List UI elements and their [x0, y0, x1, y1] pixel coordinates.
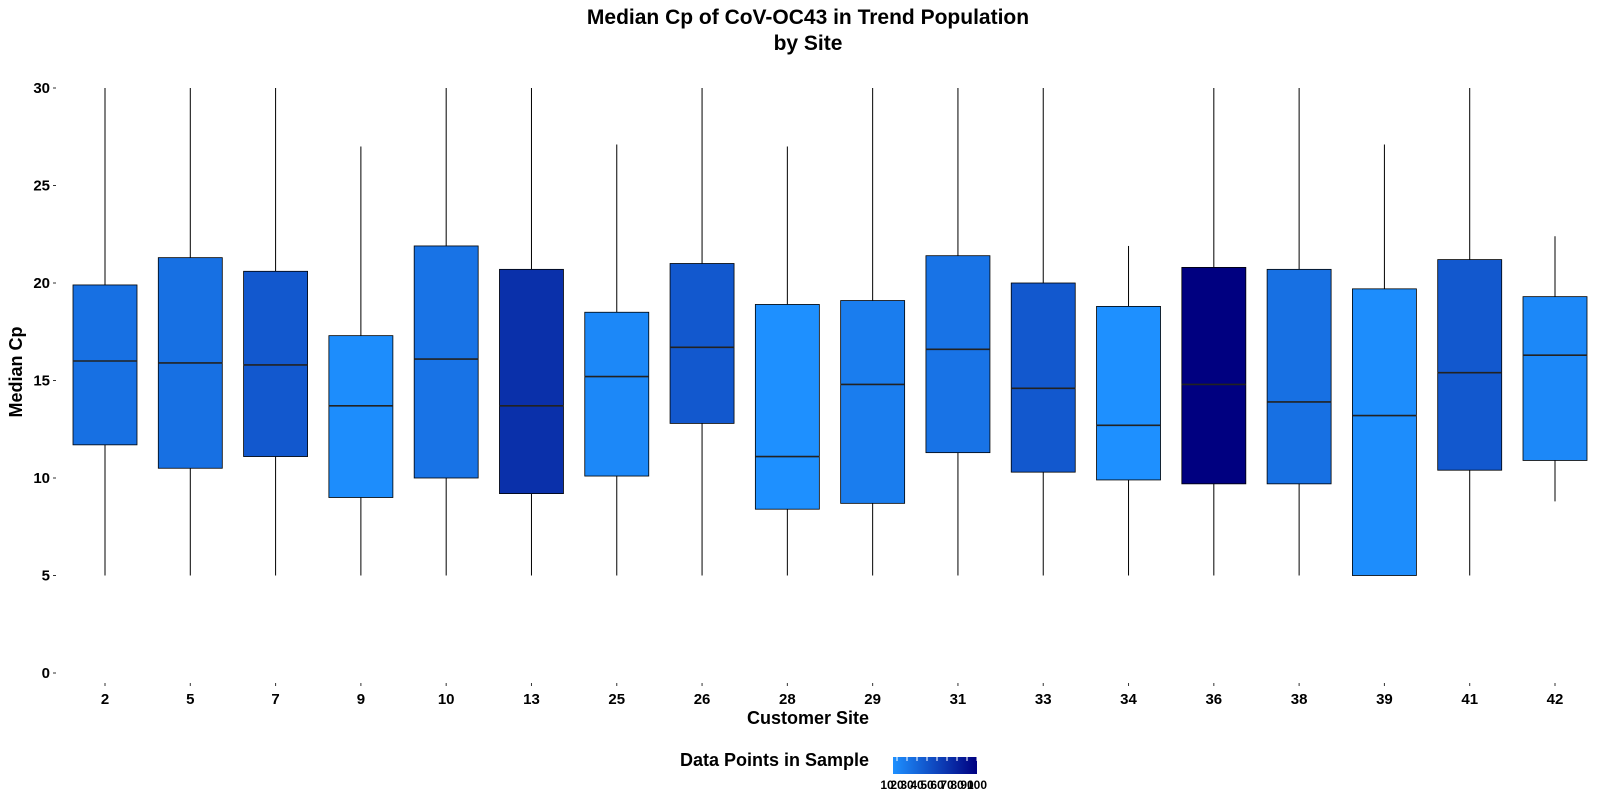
x-axis: 2 5 7 9 10 13 25 26 28 29 31 33 34 36 38 39 41 42: [101, 683, 1564, 708]
legend-tick-label: 50: [920, 778, 934, 792]
legend-tick-label: 80: [950, 778, 964, 792]
iqr-box: [243, 270, 308, 457]
box-site-29: [840, 88, 906, 576]
x-axis-title: Customer Site: [747, 708, 869, 728]
legend-title: Data Points in Sample: [680, 750, 869, 770]
legend-tick-label: 60: [930, 778, 944, 792]
x-tick-label: 7: [271, 691, 279, 708]
x-tick-label: 28: [779, 691, 796, 708]
legend-tick-label: 30: [900, 778, 914, 792]
iqr-box: [840, 300, 906, 504]
y-axis: 0 5 10 15 20 25 30: [33, 80, 56, 682]
iqr-box: [72, 284, 138, 446]
x-tick-label: 42: [1547, 691, 1564, 708]
x-tick-label: 41: [1461, 691, 1478, 708]
x-tick-label: 29: [864, 691, 881, 708]
box-site-9: [328, 146, 394, 576]
x-tick-label: 5: [186, 691, 194, 708]
box-site-42: [1522, 236, 1588, 502]
legend-tick-label: 100: [967, 778, 987, 792]
box-site-26: [669, 88, 735, 576]
x-tick-label: 33: [1035, 691, 1052, 708]
legend-color-bar: [893, 757, 977, 774]
x-tick-label: 34: [1120, 691, 1137, 708]
iqr-box: [1010, 282, 1076, 473]
legend-tick-label: 90: [960, 778, 974, 792]
box-site-25: [584, 144, 650, 576]
iqr-box: [1522, 296, 1588, 461]
iqr-box: [1437, 259, 1503, 471]
x-tick-label: 25: [608, 691, 625, 708]
iqr-box: [584, 311, 650, 477]
box-site-39: [1352, 144, 1417, 576]
x-tick-label: 38: [1291, 691, 1308, 708]
legend-tick-label: 20: [890, 778, 904, 792]
box-site-13: [499, 88, 564, 576]
legend: Data Points in Sample 102030405060708090…: [680, 750, 987, 792]
legend-tick-label: 70: [940, 778, 954, 792]
x-tick-label: 26: [694, 691, 711, 708]
x-tick-label: 13: [523, 691, 540, 708]
iqr-box: [1096, 305, 1161, 481]
iqr-box: [669, 263, 735, 424]
x-tick-label: 9: [357, 691, 365, 708]
iqr-box: [754, 304, 820, 510]
box-site-31: [925, 88, 991, 576]
box-site-41: [1437, 88, 1503, 576]
iqr-box: [1266, 268, 1332, 485]
chart-title-line2: by Site: [774, 32, 843, 55]
y-tick-label: 5: [42, 568, 50, 585]
y-tick-label: 15: [33, 373, 50, 390]
y-tick-label: 10: [33, 470, 50, 487]
legend-tick-label: 10: [880, 778, 894, 792]
x-tick-label: 10: [438, 691, 455, 708]
box-site-2: [72, 88, 138, 576]
x-tick-label: 31: [950, 691, 967, 708]
box-site-33: [1010, 88, 1076, 576]
iqr-box: [1352, 288, 1417, 576]
box-site-5: [157, 88, 223, 576]
x-tick-label: 36: [1205, 691, 1222, 708]
box-site-28: [754, 146, 820, 576]
iqr-box: [1181, 266, 1247, 485]
y-tick-label: 25: [33, 178, 50, 195]
y-tick-label: 0: [42, 665, 50, 682]
x-tick-label: 39: [1376, 691, 1393, 708]
y-tick-label: 30: [33, 80, 50, 97]
y-axis-title: Median Cp: [6, 326, 26, 417]
boxes-layer: [72, 88, 1588, 576]
iqr-box: [499, 268, 564, 495]
box-site-34: [1096, 245, 1161, 576]
box-site-38: [1266, 88, 1332, 576]
iqr-box: [413, 245, 479, 479]
chart-title-line1: Median Cp of CoV-OC43 in Trend Populatio…: [587, 6, 1029, 29]
y-tick-label: 20: [33, 275, 50, 292]
box-site-7: [243, 88, 308, 576]
iqr-box: [328, 335, 394, 498]
box-site-36: [1181, 88, 1247, 576]
legend-tick-label: 40: [910, 778, 924, 792]
iqr-box: [925, 255, 991, 454]
x-tick-label: 2: [101, 691, 109, 708]
box-site-10: [413, 88, 479, 576]
